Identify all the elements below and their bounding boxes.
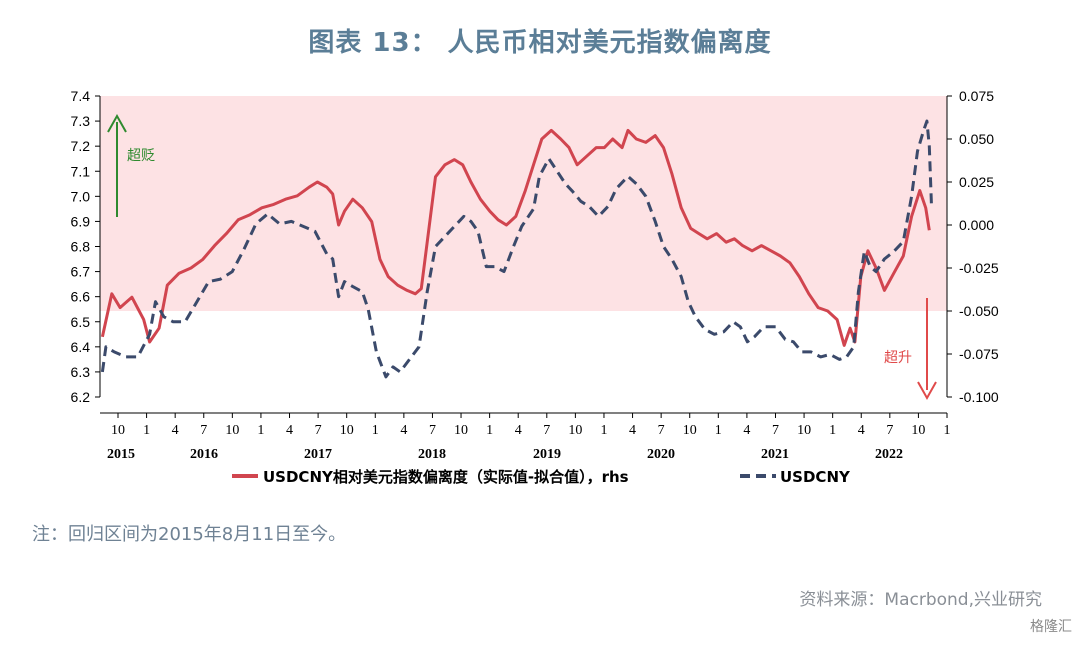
x-year-label: 2018 [418, 447, 446, 462]
x-tick-label: 7 [772, 423, 779, 438]
x-tick-label: 7 [543, 423, 550, 438]
shaded-region [100, 96, 947, 311]
x-year-label: 2017 [304, 447, 332, 462]
x-tick-label: 1 [829, 423, 836, 438]
x-tick-label: 4 [515, 423, 522, 438]
right-tick-label: 0.075 [959, 88, 994, 104]
right-tick-label: 0.050 [959, 131, 994, 147]
x-tick-label: 1 [944, 423, 951, 438]
x-year-label: 2016 [190, 447, 218, 462]
x-year-label: 2022 [875, 447, 903, 462]
x-tick-label: 4 [172, 423, 179, 438]
x-tick-label: 4 [858, 423, 865, 438]
left-tick-label: 6.4 [71, 339, 91, 355]
left-tick-label: 6.9 [71, 213, 91, 229]
down-arrowhead-icon [917, 381, 937, 401]
x-tick-label: 7 [200, 423, 207, 438]
x-tick-label: 1 [143, 423, 150, 438]
x-tick-label: 1 [715, 423, 722, 438]
x-tick-label: 10 [797, 423, 811, 438]
x-tick-label: 7 [886, 423, 893, 438]
chart-note: 注：回归区间为2015年8月11日至今。 [32, 524, 347, 545]
left-tick-label: 7.4 [71, 88, 91, 104]
legend-label-deviation: USDCNY相对美元指数偏离度（实际值-拟合值），rhs [263, 468, 629, 486]
page-title: 图表 13： 人民币相对美元指数偏离度 [308, 28, 772, 58]
x-year-label: 2021 [761, 447, 789, 462]
x-tick-label: 7 [429, 423, 436, 438]
x-tick-label: 1 [257, 423, 264, 438]
left-tick-label: 6.8 [71, 239, 91, 255]
right-tick-label: -0.100 [959, 389, 999, 405]
x-tick-label: 10 [911, 423, 925, 438]
chart-legend: USDCNY相对美元指数偏离度（实际值-拟合值），rhs USDCNY [232, 468, 851, 486]
left-tick-label: 7.0 [71, 188, 91, 204]
deviation-line [100, 128, 931, 347]
legend-label-usdcny: USDCNY [780, 468, 851, 486]
x-tick-label: 7 [315, 423, 322, 438]
x-tick-label: 4 [743, 423, 750, 438]
x-year-label: 2019 [533, 447, 561, 462]
annotation-up: 超贬 [127, 148, 155, 164]
right-tick-label: -0.025 [959, 260, 999, 276]
left-tick-label: 7.2 [71, 138, 91, 154]
x-tick-label: 7 [658, 423, 665, 438]
left-tick-label: 6.2 [71, 389, 91, 405]
up-arrowhead-icon [107, 113, 127, 133]
left-tick-label: 6.7 [71, 264, 91, 280]
x-tick-label: 10 [225, 423, 239, 438]
left-tick-label: 7.1 [71, 163, 91, 179]
x-tick-label: 1 [486, 423, 493, 438]
source-text: 资料来源：Macrbond,兴业研究 [799, 590, 1042, 610]
left-tick-label: 6.3 [71, 364, 91, 380]
x-tick-label: 10 [568, 423, 582, 438]
watermark: 格隆汇 [1030, 619, 1072, 635]
x-tick-label: 1 [600, 423, 607, 438]
right-tick-label: -0.075 [959, 346, 999, 362]
left-tick-label: 6.6 [71, 289, 91, 305]
x-year-label: 2015 [107, 447, 135, 462]
x-tick-label: 10 [454, 423, 468, 438]
x-tick-label: 10 [111, 423, 125, 438]
x-tick-label: 10 [683, 423, 697, 438]
x-tick-label: 4 [286, 423, 293, 438]
annotation-down: 超升 [884, 350, 912, 366]
x-year-label: 2020 [647, 447, 675, 462]
x-tick-label: 4 [629, 423, 636, 438]
right-tick-label: 0.000 [959, 217, 994, 233]
right-tick-label: -0.050 [959, 303, 999, 319]
right-tick-label: 0.025 [959, 174, 994, 190]
x-tick-label: 10 [340, 423, 354, 438]
left-tick-label: 6.5 [71, 314, 91, 330]
deviation-chart: 6.2 6.3 6.4 6.5 6.6 6.7 6.8 6.9 7.0 7.1 7.2 7.3 7.4 -… [71, 88, 999, 486]
left-tick-label: 7.3 [71, 113, 91, 129]
x-tick-label: 4 [400, 423, 407, 438]
x-tick-label: 1 [372, 423, 379, 438]
